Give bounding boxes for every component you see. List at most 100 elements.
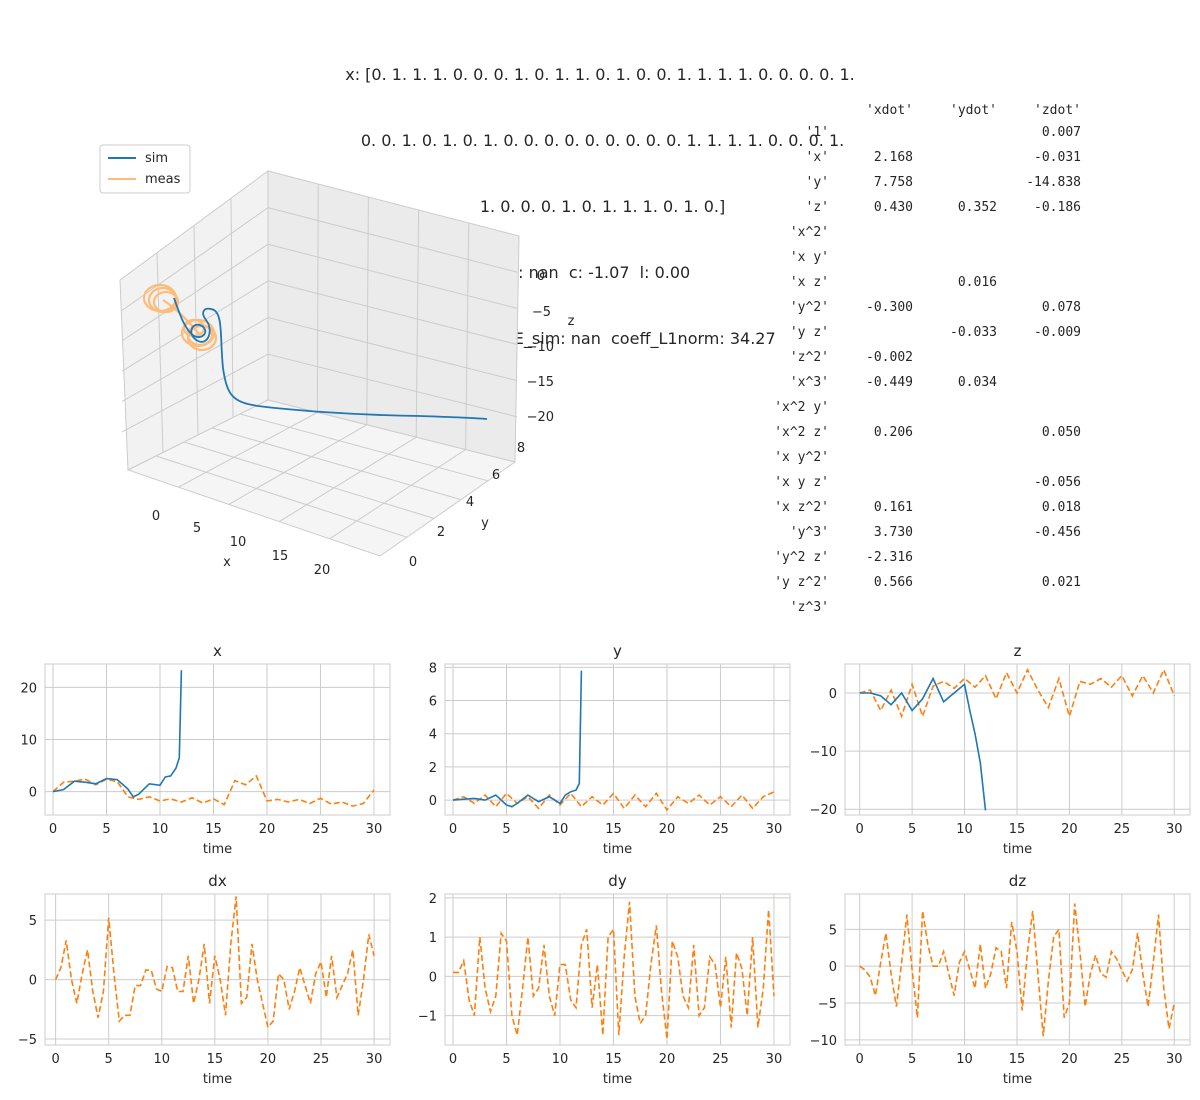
title-line: 0. 0. 1. 0. 1. 0. 1. 0. 0. 0. 0. 0. 0. 0… [355,131,845,150]
x-tick-label: 5 [502,1052,510,1067]
x-tick-label: 25 [712,822,729,837]
term-label: 'x^3' [789,375,829,390]
y-tick-label: 8 [429,661,437,676]
term-label: 'x y z' [774,475,829,490]
header-cell: 'zdot' [1034,102,1081,118]
term-label: 'y' [805,175,829,190]
coefficient-value: 0.016 [957,275,997,290]
y-tick-label: 0 [829,687,837,702]
y-tick-label: 6 [492,468,500,483]
plot-frame [844,893,1191,1046]
panel-title: y [613,642,622,660]
sim-series-line [52,670,183,798]
coefficient-value: 0.206 [873,425,913,440]
figure-title: x: [0. 1. 1. 1. 0. 0. 0. 1. 0. 1. 1. 0. … [0,20,1200,372]
term-label: 'y^2 z' [774,550,829,565]
x-tick-label: 20 [259,822,276,837]
coefficient-row: 'x z^2' 0.161 0.018 [765,495,1081,520]
term-label: 'z^2' [789,350,829,365]
coefficient-value [829,445,913,470]
coefficient-value: -0.009 [1034,325,1081,340]
coefficient-value [913,395,997,420]
legend-sim-label: sim [145,151,168,166]
x-tick-label: 5 [105,1052,113,1067]
sim-series-line [452,670,583,808]
x-tick-label: 0 [449,822,457,837]
coefficient-value [829,320,913,345]
3d-axes-panes [119,170,520,557]
x-tick-label: 15 [1009,822,1026,837]
3d-gridline [267,243,518,309]
3d-gridline [415,209,420,438]
3d-gridline [121,353,269,433]
y-tick-label: 2 [429,761,437,776]
coefficient-row: 'x y z' -0.056 [765,470,1081,495]
coefficient-value [997,545,1081,570]
x-tick-label: 15 [205,822,222,837]
y-tick-label: 0 [29,974,37,989]
coefficient-value: 0.352 [957,200,997,215]
meas-series-line [52,774,375,807]
term-label: 'y^2' [789,300,829,315]
y-tick-label: 4 [466,495,474,510]
term-label: 'x y' [789,250,829,265]
sim-trajectory-path [173,297,488,420]
y-tick-label: 2 [429,892,437,907]
x-axis-label: time [1003,1072,1032,1087]
term-label: 'x y^2' [774,450,829,465]
y-tick-label: −1 [418,1010,437,1025]
plot-frame [444,893,791,1046]
z-tick-label: −5 [532,305,551,320]
coefficient-value [829,395,913,420]
coefficient-value: -0.300 [866,300,913,315]
coefficient-row: 'y z' -0.033 -0.009 [765,320,1081,345]
coefficient-value [913,295,997,320]
coefficient-value [913,570,997,595]
plot-frame [844,663,1191,816]
panel-title: z [1014,642,1022,660]
3d-legend: sim meas [99,144,191,194]
coefficient-value: 0.078 [1041,300,1081,315]
coefficient-row: 'x y' [765,245,1081,270]
3d-gridline [121,317,269,403]
3d-gridline [267,353,518,418]
panel-title: dy [608,872,627,890]
3d-gridline [178,411,318,488]
3d-gridline [366,196,369,425]
coefficient-row: 'y' 7.758 -14.838 [765,170,1081,195]
coefficient-row: 'y^2' -0.300 0.078 [765,295,1081,320]
y-tick-label: 0 [429,970,437,985]
3d-gridline [267,207,518,273]
coefficient-table-header: 'xdot' 'ydot' 'zdot' [765,100,1081,120]
x-tick-label: 20 [1061,822,1078,837]
coefficient-row: 'x^2 y' [765,395,1081,420]
x-tick-label: 10 [552,1052,569,1067]
coefficient-value [997,595,1081,620]
3d-y-ticks: 0 2 4 6 8 y [409,441,525,570]
x-tick-label: 30 [766,1052,783,1067]
coefficient-value [997,445,1081,470]
coefficient-value [913,445,997,470]
meas-trajectory-loop [152,290,180,314]
term-label: 'y z^2' [774,575,829,590]
x-tick-label: 5 [908,1052,916,1067]
coefficient-value [997,395,1081,420]
y-axis-label: y [481,516,489,531]
x-tick-label: 25 [712,1052,729,1067]
y-tick-label: 0 [409,555,417,570]
3d-gridline [267,280,518,345]
z-tick-label: −10 [527,340,554,355]
x-tick-label: 10 [956,822,973,837]
x-tick-label: 20 [1061,1052,1078,1067]
z-tick-label: 0 [537,269,545,284]
3d-gridline [278,436,417,523]
legend-meas-label: meas [145,172,181,187]
x-axis-label: time [203,842,232,857]
coefficient-row: 'y^2 z' -2.316 [765,545,1081,570]
y-tick-label: 0 [429,794,437,809]
x-tick-label: 0 [856,1052,864,1067]
coefficient-value: 0.050 [1041,425,1081,440]
y-tick-label: 5 [29,914,37,929]
x-tick-label: 5 [102,822,110,837]
coefficient-value [913,495,997,520]
